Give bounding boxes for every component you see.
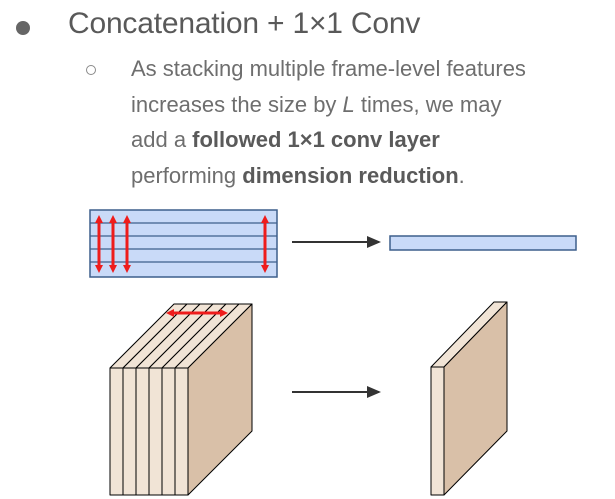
description-paragraph: As stacking multiple frame-level feature… — [131, 51, 611, 193]
stacked-slices-3d — [109, 303, 253, 496]
stacked-features-block — [89, 209, 278, 278]
line4-text-a: performing — [131, 162, 243, 188]
line2-text-b: times, we may — [354, 91, 502, 117]
line3-text-a: add a — [131, 127, 193, 152]
paragraph-line-4: performing dimension reduction. — [131, 158, 611, 194]
slice-6 — [174, 303, 253, 496]
reduced-slice-front — [430, 366, 445, 496]
heading: Concatenation + 1×1 Conv — [68, 7, 421, 40]
line2-text-a: increases the size by — [131, 91, 343, 117]
reduced-slice-3d — [430, 301, 508, 496]
bullet-dot-icon — [16, 21, 30, 35]
bold-dimension-reduction: dimension reduction — [242, 162, 459, 188]
paragraph-line-3: add a followed 1×1 conv layer — [131, 122, 611, 158]
sub-bullet-icon — [86, 65, 96, 75]
stack-background — [89, 209, 278, 278]
paragraph-line-1: As stacking multiple frame-level feature… — [131, 56, 526, 81]
reduced-feature-bar — [389, 235, 577, 251]
bold-conv-layer: followed 1×1 conv layer — [192, 127, 440, 152]
variable-L: L — [342, 91, 355, 117]
stack-front-face — [187, 303, 253, 496]
line4-text-b: . — [458, 162, 465, 188]
reduced-slice-side — [443, 301, 508, 496]
slice-5 — [161, 303, 240, 496]
paragraph-line-2: increases the size by L times, we may — [131, 87, 611, 123]
